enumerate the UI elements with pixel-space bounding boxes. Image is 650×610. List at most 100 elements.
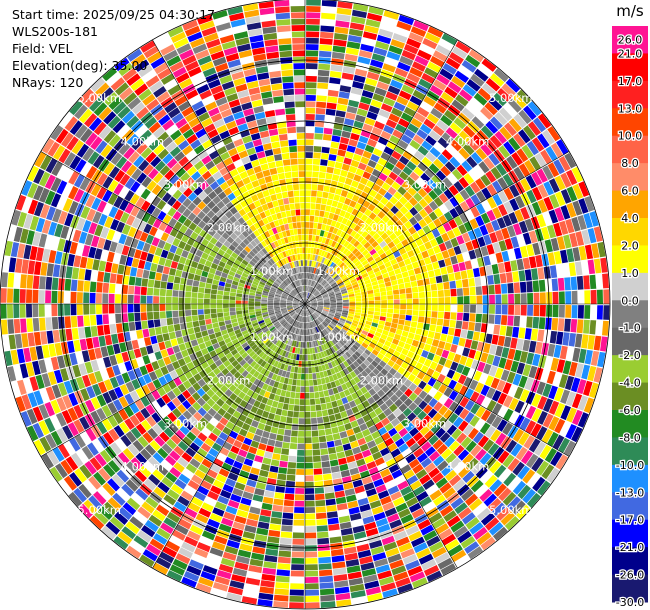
range-gate bbox=[378, 172, 388, 182]
range-gate bbox=[357, 162, 367, 171]
range-gate bbox=[340, 288, 347, 293]
range-gate bbox=[311, 280, 314, 287]
range-gate bbox=[449, 280, 457, 289]
range-gate bbox=[351, 281, 358, 286]
range-gate bbox=[321, 291, 328, 296]
range-gate bbox=[531, 186, 543, 201]
range-gate bbox=[328, 239, 334, 246]
range-gate bbox=[429, 276, 437, 285]
range-gate bbox=[366, 286, 373, 291]
range-gate bbox=[318, 277, 324, 284]
range-gate bbox=[401, 134, 412, 145]
range-gate bbox=[316, 294, 322, 299]
range-gate bbox=[508, 98, 522, 113]
range-gate bbox=[359, 246, 366, 253]
range-gate bbox=[322, 292, 328, 297]
range-gate bbox=[343, 301, 349, 304]
range-gate bbox=[329, 294, 336, 298]
range-gate bbox=[401, 181, 411, 191]
range-gate bbox=[525, 174, 537, 189]
range-gate bbox=[507, 283, 514, 294]
range-gate bbox=[356, 211, 364, 219]
range-gate bbox=[354, 289, 361, 294]
range-gate bbox=[340, 238, 347, 246]
range-gate bbox=[401, 252, 409, 261]
range-gate bbox=[430, 283, 438, 291]
range-gate bbox=[386, 290, 393, 296]
range-gate bbox=[364, 208, 372, 217]
range-gate bbox=[369, 273, 376, 279]
range-gate bbox=[411, 61, 426, 72]
range-gate bbox=[361, 272, 369, 279]
range-gate bbox=[389, 232, 397, 241]
range-gate bbox=[434, 268, 442, 277]
range-gate bbox=[369, 174, 378, 183]
range-gate bbox=[331, 263, 337, 270]
range-gate bbox=[407, 123, 419, 134]
range-gate bbox=[359, 256, 367, 263]
range-gate bbox=[430, 55, 445, 68]
range-gate bbox=[376, 236, 384, 244]
range-gate bbox=[494, 284, 502, 294]
range-gate bbox=[544, 239, 553, 253]
range-gate bbox=[331, 240, 337, 248]
range-gate bbox=[458, 224, 467, 235]
range-gate bbox=[385, 119, 397, 129]
range-gate bbox=[361, 230, 369, 238]
range-gate bbox=[403, 106, 416, 117]
range-gate bbox=[355, 295, 362, 299]
range-gate bbox=[428, 200, 439, 211]
range-gate bbox=[437, 225, 446, 235]
range-gate bbox=[529, 156, 542, 171]
range-gate bbox=[426, 113, 440, 125]
range-gate bbox=[456, 164, 468, 176]
range-gate bbox=[508, 137, 521, 151]
range-gate bbox=[488, 153, 500, 166]
range-gate bbox=[571, 290, 578, 304]
range-gate bbox=[369, 189, 378, 198]
range-gate bbox=[538, 279, 546, 292]
range-gate bbox=[456, 288, 463, 296]
range-gate bbox=[483, 255, 491, 266]
range-gate bbox=[493, 274, 501, 285]
range-gate bbox=[307, 292, 310, 299]
range-gate bbox=[355, 301, 362, 304]
range-gate bbox=[336, 296, 343, 299]
range-gate bbox=[410, 155, 421, 166]
range-gate bbox=[470, 295, 476, 304]
range-gate bbox=[398, 260, 406, 268]
range-gate bbox=[360, 156, 370, 165]
range-gate bbox=[385, 249, 393, 257]
range-gate bbox=[354, 260, 362, 267]
range-gate bbox=[327, 290, 334, 294]
range-gate bbox=[343, 279, 350, 284]
range-gate bbox=[516, 258, 525, 271]
range-gate bbox=[417, 259, 426, 267]
range-gate bbox=[341, 217, 348, 225]
range-gate bbox=[435, 44, 451, 57]
range-gate bbox=[325, 245, 331, 252]
range-gate bbox=[492, 180, 503, 193]
range-gate bbox=[498, 145, 511, 159]
range-gate bbox=[368, 300, 375, 304]
range-gate bbox=[353, 286, 360, 291]
range-gate bbox=[362, 171, 372, 180]
range-gate bbox=[383, 277, 391, 283]
range-gate bbox=[400, 112, 413, 123]
range-gate bbox=[380, 103, 393, 113]
range-gate bbox=[399, 215, 409, 224]
range-gate bbox=[408, 197, 418, 207]
range-gate bbox=[330, 220, 337, 227]
range-gate bbox=[317, 298, 323, 301]
range-gate bbox=[489, 135, 503, 148]
range-gate bbox=[331, 248, 337, 255]
range-gate bbox=[417, 188, 428, 198]
range-gate bbox=[476, 203, 486, 215]
range-gate bbox=[418, 291, 425, 298]
range-gate bbox=[432, 261, 440, 270]
range-gate bbox=[519, 281, 527, 293]
range-gate bbox=[404, 220, 413, 230]
range-gate bbox=[495, 163, 507, 176]
range-gate bbox=[367, 203, 376, 212]
range-gate bbox=[398, 247, 407, 255]
